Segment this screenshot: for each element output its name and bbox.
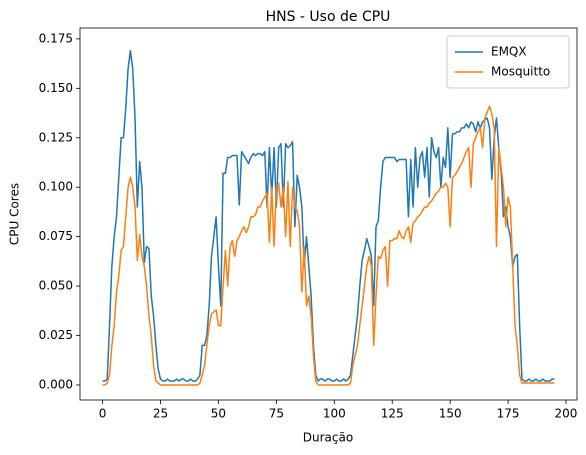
legend-label: Mosquitto xyxy=(491,65,550,79)
y-tick-label: 0.100 xyxy=(39,180,73,194)
series-line xyxy=(102,105,555,386)
y-tick-label: 0.075 xyxy=(39,229,73,243)
x-tick-label: 50 xyxy=(211,407,226,421)
x-tick-label: 25 xyxy=(153,407,168,421)
plot-frame xyxy=(79,27,578,401)
x-axis-label: Duração xyxy=(303,431,353,445)
x-tick-label: 125 xyxy=(381,407,404,421)
x-tick-label: 0 xyxy=(99,407,107,421)
chart-title: HNS - Uso de CPU xyxy=(266,9,391,25)
x-tick-label: 200 xyxy=(555,407,578,421)
y-tick-label: 0.175 xyxy=(39,31,73,45)
x-tick-label: 150 xyxy=(439,407,462,421)
y-axis-label: CPU Cores xyxy=(8,183,22,245)
legend-label: EMQX xyxy=(491,45,527,59)
y-tick-label: 0.000 xyxy=(39,377,73,391)
y-tick-label: 0.025 xyxy=(39,328,73,342)
y-tick-label: 0.150 xyxy=(39,81,73,95)
y-tick-label: 0.125 xyxy=(39,130,73,144)
x-tick-label: 175 xyxy=(497,407,520,421)
x-tick-label: 75 xyxy=(269,407,284,421)
legend-box xyxy=(446,35,570,89)
y-tick-label: 0.050 xyxy=(39,279,73,293)
series-line xyxy=(102,49,555,382)
x-tick-label: 100 xyxy=(323,407,346,421)
